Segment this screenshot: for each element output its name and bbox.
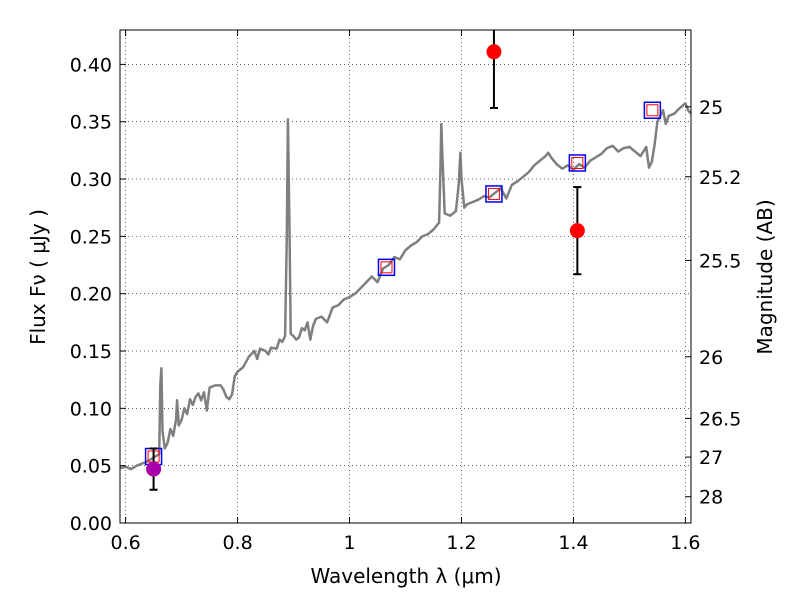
y-tick-label: 0.40 [70, 54, 112, 76]
model-photometry-inner-square [380, 261, 393, 274]
observed-photometry-point [569, 223, 585, 239]
axis-ticks: 0.6 0.8 1 1.2 1.4 1.6 0.00 0.05 0.10 0.15 0.20 0.25… [70, 30, 741, 554]
model-photometry-inner-square [487, 187, 500, 200]
model-photometry-inner-square [646, 104, 659, 117]
x-tick-label: 1 [343, 532, 355, 554]
y-tick-label: 0.25 [70, 226, 112, 248]
grid-lines [120, 30, 691, 524]
y-axis-label: Flux Fν ( μJy ) [26, 209, 50, 345]
y2-tick-label: 26 [699, 347, 723, 369]
plot-frame [119, 29, 692, 524]
y2-tick-label: 28 [699, 487, 723, 509]
y-tick-label: 0.20 [70, 284, 112, 306]
axes-frame [119, 29, 692, 524]
y2-tick-label: 27 [699, 447, 723, 469]
model-photometry-square [568, 154, 587, 172]
y-tick-label: 0.35 [70, 112, 112, 134]
x-tick-label: 1.4 [558, 532, 588, 554]
model-photometry-square [377, 258, 396, 277]
observed-photometry-point [146, 461, 162, 477]
spectrum-series [119, 102, 692, 471]
y2-tick-label: 25.2 [699, 167, 741, 189]
x-tick-label: 0.6 [110, 532, 140, 554]
y-tick-label: 0.10 [70, 398, 112, 420]
y-tick-label: 0.30 [70, 169, 112, 191]
model-photometry-square [643, 101, 662, 120]
x-tick-label: 1.6 [670, 532, 700, 554]
photometry-markers [144, 30, 662, 491]
y-tick-label: 0.05 [70, 456, 112, 478]
y2-tick-label: 25 [699, 97, 723, 119]
observed-photometry-point [486, 44, 502, 60]
x-axis-label: Wavelength λ (μm) [310, 564, 501, 588]
x-tick-label: 1.2 [446, 532, 476, 554]
y2-axis-label: Magnitude (AB) [753, 199, 777, 354]
spectrum-line [119, 102, 692, 471]
y2-tick-label: 26.5 [699, 408, 741, 430]
model-photometry-square [485, 185, 503, 203]
x-tick-label: 0.8 [222, 532, 252, 554]
model-photometry-inner-square [571, 156, 584, 169]
y2-tick-label: 25.5 [699, 250, 741, 272]
y-tick-label: 0.00 [70, 513, 112, 535]
y-tick-label: 0.15 [70, 341, 112, 363]
